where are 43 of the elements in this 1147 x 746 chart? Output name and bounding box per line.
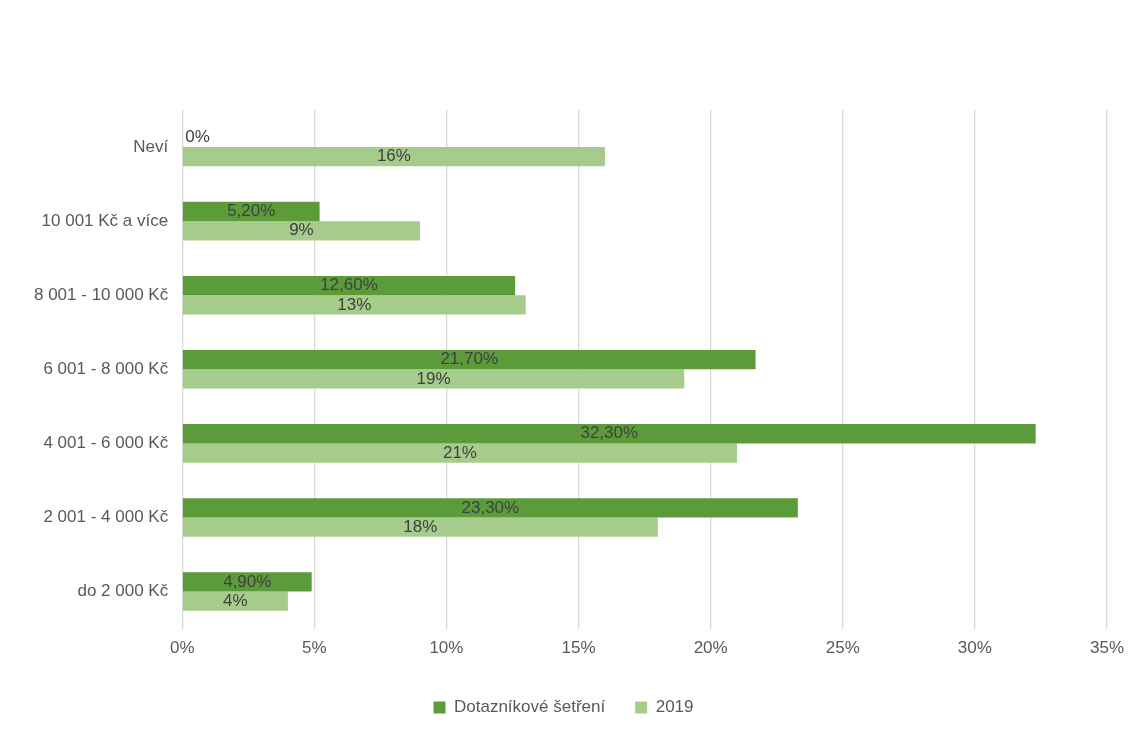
x-tick-label: 35% <box>1089 638 1125 658</box>
y-tick-label: 6 001 - 8 000 Kč <box>43 358 169 378</box>
data-label: 32,30% <box>580 423 639 443</box>
data-label: 9% <box>289 220 314 240</box>
y-tick-label: do 2 000 Kč <box>77 581 169 601</box>
bar <box>182 498 798 518</box>
x-tick-label: 30% <box>957 638 992 658</box>
data-label: 4,90% <box>223 571 272 591</box>
legend-label: 2019 <box>655 697 694 717</box>
data-label: 18% <box>403 516 438 536</box>
x-tick-label: 15% <box>561 638 596 658</box>
x-tick-label: 10% <box>429 638 464 658</box>
bar <box>182 443 738 463</box>
data-label: 23,30% <box>461 497 520 517</box>
data-label: 4% <box>223 590 248 610</box>
x-tick-label: 25% <box>825 638 860 658</box>
y-tick-label: 8 001 - 10 000 Kč <box>33 284 169 304</box>
bar <box>182 572 312 592</box>
bar <box>182 147 605 167</box>
bar <box>182 517 658 537</box>
x-tick-label: 0% <box>169 638 195 658</box>
data-label: 12,60% <box>320 275 378 295</box>
data-label: 0% <box>185 127 210 147</box>
data-label: 16% <box>376 146 411 166</box>
bar <box>182 275 516 296</box>
y-tick-label: 10 001 Kč a více <box>41 210 169 230</box>
data-label: 5,20% <box>227 201 276 221</box>
bar <box>182 424 1036 444</box>
data-label: 19% <box>416 368 451 388</box>
bar <box>182 369 685 389</box>
data-label: 13% <box>337 294 372 314</box>
y-tick-label: Neví <box>133 136 169 156</box>
x-tick-label: 5% <box>302 638 327 658</box>
bar <box>182 591 288 611</box>
bar <box>182 221 421 241</box>
legend-label: Dotazníkové šetření <box>454 697 606 717</box>
x-tick-label: 20% <box>693 638 728 658</box>
bar <box>182 350 756 370</box>
data-label: 21% <box>442 442 477 462</box>
y-tick-label: 2 001 - 4 000 Kč <box>43 507 169 527</box>
bar <box>182 295 526 315</box>
y-tick-label: 4 001 - 6 000 Kč <box>43 433 169 453</box>
data-label: 21,70% <box>440 349 499 369</box>
